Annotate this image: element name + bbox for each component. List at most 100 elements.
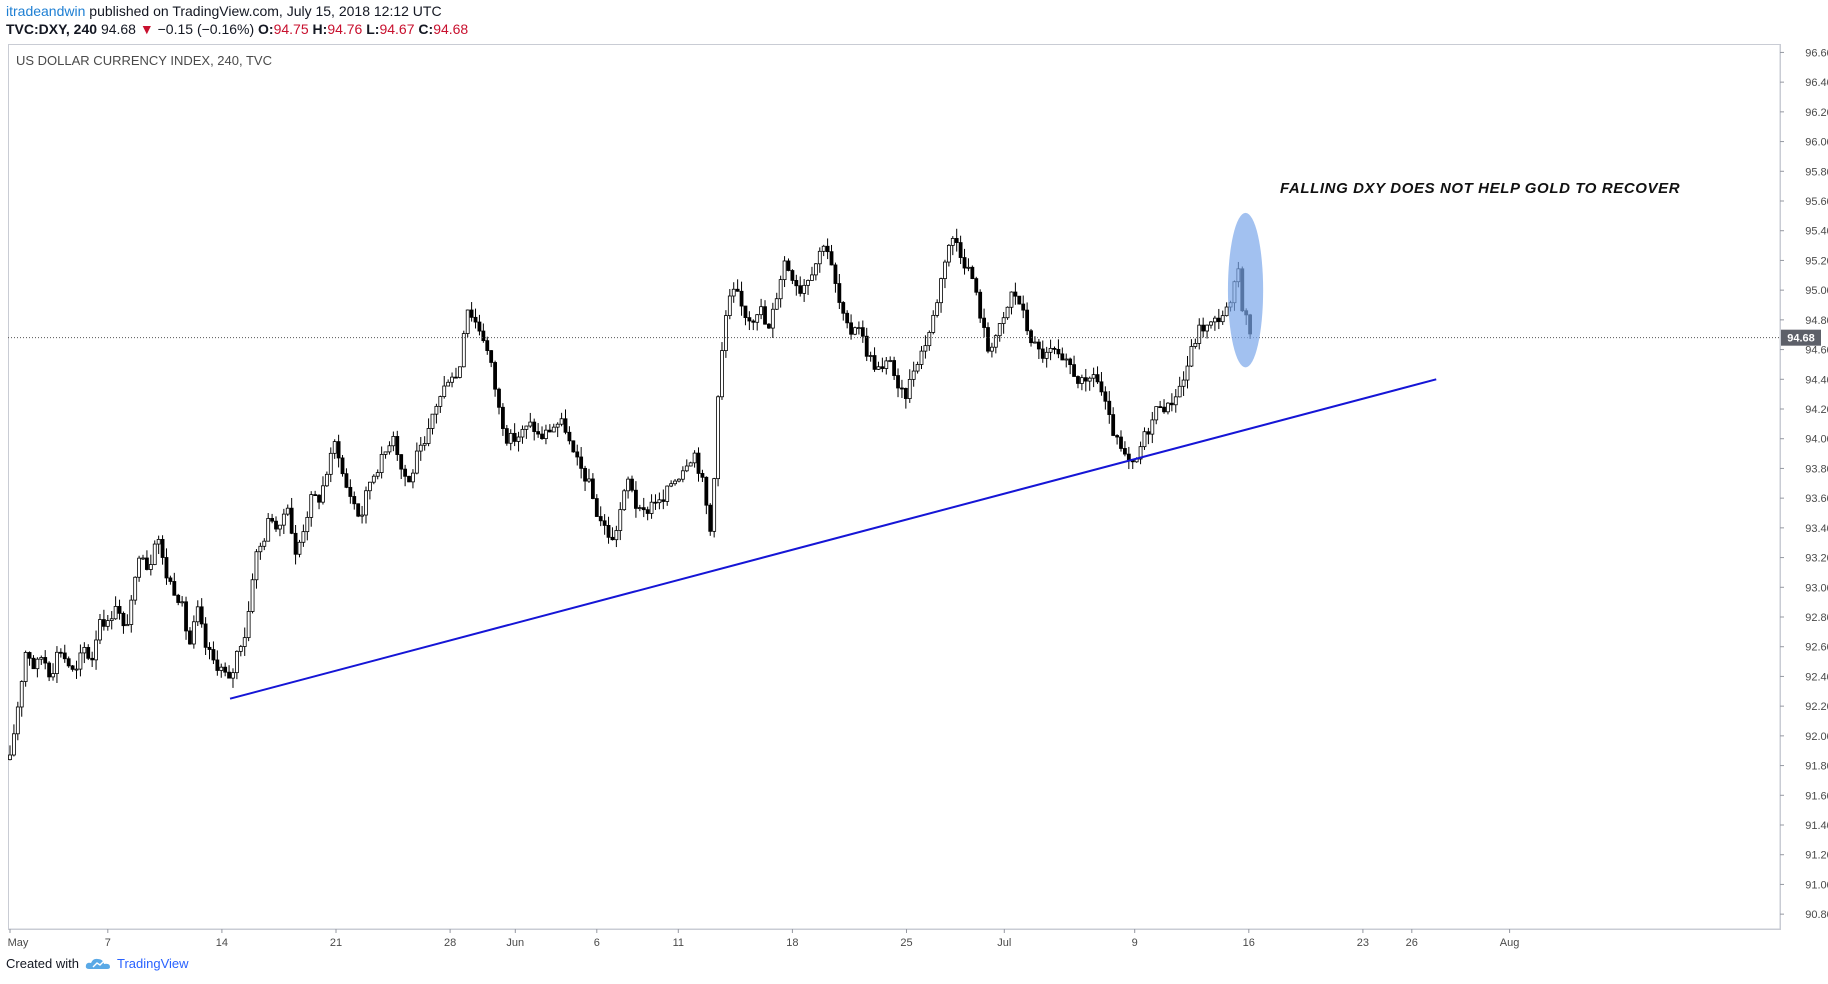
last-price-tag-label: 94.68 [1787, 333, 1815, 345]
candle-body [450, 376, 454, 383]
candle-body [15, 706, 20, 735]
candle-body [571, 440, 576, 453]
candle-body [1169, 402, 1174, 406]
author-link[interactable]: itradeandwin [6, 3, 86, 19]
candle-body [563, 418, 568, 433]
candle-body [778, 279, 783, 300]
candle-body [191, 621, 196, 645]
candle-body [1177, 385, 1182, 398]
candle-body [555, 423, 560, 428]
candle-body [266, 518, 271, 542]
candle-body [8, 754, 12, 761]
x-tick-label: Jul [997, 937, 1011, 949]
candle-body [1115, 435, 1119, 438]
candle-body [845, 312, 850, 324]
price-change: −0.15 (−0.16%) [157, 21, 255, 37]
candle-body [231, 672, 235, 679]
candle-body [375, 472, 380, 477]
tradingview-brand[interactable]: TradingView [116, 956, 189, 971]
candle-body [74, 668, 79, 671]
candle-body [837, 283, 842, 303]
y-tick-label: 94.80 [1805, 315, 1828, 327]
candle-body [31, 657, 36, 670]
candle-body [35, 658, 40, 670]
candle-body [590, 478, 595, 499]
candle-body [352, 496, 357, 505]
candle-body [1103, 391, 1108, 402]
candle-body [1068, 358, 1073, 366]
candle-body [1181, 379, 1186, 387]
candle-body [508, 432, 513, 444]
candle-body [673, 480, 677, 485]
candle-body [211, 649, 216, 661]
y-tick-label: 92.80 [1805, 612, 1828, 624]
candle-body [559, 418, 564, 425]
candle-body [324, 473, 329, 487]
y-tick-label: 93.20 [1805, 553, 1828, 565]
candle-body [501, 406, 505, 429]
y-tick-label: 96.60 [1805, 47, 1828, 59]
chart-annotation: FALLING DXY DOES NOT HELP GOLD TO RECOVE… [1280, 180, 1681, 197]
candle-body [395, 436, 400, 455]
candle-body [457, 366, 462, 378]
candle-body [98, 619, 102, 641]
candle-body [610, 536, 615, 541]
candle-body [1150, 419, 1155, 435]
y-tick-label: 96.00 [1805, 137, 1828, 149]
candle-body [939, 278, 943, 304]
candle-body [606, 525, 611, 538]
candle-body [727, 295, 732, 317]
candle-body [653, 501, 658, 504]
candle-body [731, 288, 736, 297]
candle-body [504, 428, 509, 444]
candle-body [857, 327, 861, 330]
last-price: 94.68 [100, 21, 136, 37]
candle-body [289, 507, 294, 534]
candle-body [148, 564, 153, 570]
publish-date: published on TradingView.com, July 15, 2… [89, 3, 442, 19]
candle-body [1138, 446, 1143, 460]
candle-body [1036, 341, 1041, 350]
candle-body [133, 576, 138, 601]
candle-body [567, 431, 572, 442]
candle-body [739, 290, 744, 307]
candle-body [661, 499, 666, 502]
candle-body [720, 350, 724, 398]
candle-body [117, 606, 122, 614]
candle-body [868, 355, 873, 357]
x-tick-label: Jun [506, 937, 524, 949]
candle-body [51, 673, 55, 678]
candle-body [465, 309, 470, 334]
candle-body [1044, 351, 1049, 359]
candle-body [755, 314, 760, 323]
candle-body [238, 646, 243, 652]
candle-body [954, 238, 959, 243]
candle-body [1083, 377, 1088, 382]
candle-body [880, 366, 885, 369]
candle-body [931, 314, 936, 333]
candle-body [184, 601, 188, 632]
candle-body [371, 475, 376, 483]
candle-body [1146, 431, 1151, 435]
candle-body [986, 327, 990, 352]
close-label: C: [418, 21, 434, 37]
candle-body [630, 478, 634, 491]
candle-body [12, 733, 16, 756]
candle-body [700, 473, 705, 478]
y-tick-label: 93.00 [1805, 582, 1828, 594]
candle-body [1205, 324, 1209, 332]
candle-body [872, 355, 877, 370]
candle-body [677, 478, 681, 482]
candle-body [180, 601, 185, 604]
candle-body [246, 611, 251, 639]
candle-body [958, 242, 963, 258]
candle-body [704, 476, 709, 506]
candle-body [1162, 406, 1166, 413]
candle-body [696, 452, 701, 474]
candle-body [403, 468, 408, 477]
candle-body [1048, 347, 1053, 353]
candle-body [1017, 295, 1022, 305]
candle-body [723, 315, 728, 352]
candle-body [860, 327, 865, 337]
